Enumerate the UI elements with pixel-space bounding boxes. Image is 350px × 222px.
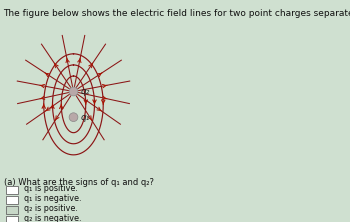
Text: The figure below shows the electric field lines for two point charges separated : The figure below shows the electric fiel…: [4, 9, 350, 18]
Bar: [6, 196, 18, 204]
Text: (a) What are the signs of q₁ and q₂?: (a) What are the signs of q₁ and q₂?: [4, 178, 154, 187]
Text: q₂ is negative.: q₂ is negative.: [25, 214, 82, 222]
Bar: [6, 186, 18, 194]
Text: q₂: q₂: [80, 87, 90, 96]
Text: q₁: q₁: [80, 113, 90, 122]
Text: q₁ is positive.: q₁ is positive.: [25, 184, 78, 193]
Circle shape: [69, 87, 78, 96]
Bar: [6, 206, 18, 214]
Text: q₁ is negative.: q₁ is negative.: [25, 194, 82, 203]
Text: q₂ is positive.: q₂ is positive.: [25, 204, 78, 213]
Bar: [6, 216, 18, 222]
Circle shape: [69, 113, 78, 122]
